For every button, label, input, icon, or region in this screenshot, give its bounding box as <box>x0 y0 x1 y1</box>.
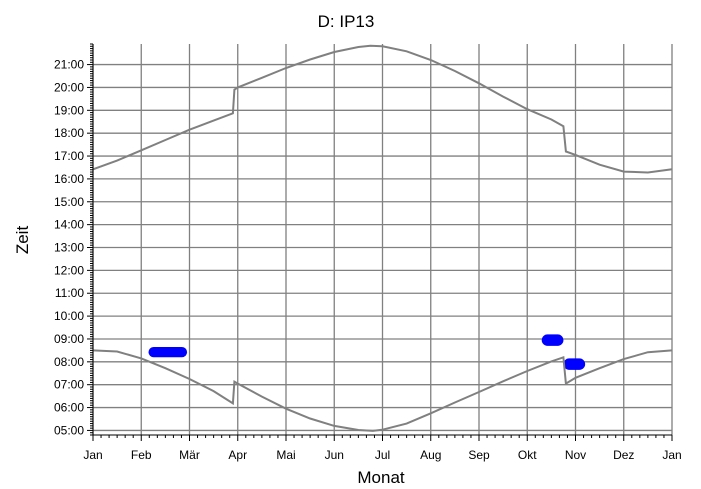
y-tick-label: 11:00 <box>55 286 84 300</box>
y-tick-label: 12:00 <box>54 263 84 277</box>
x-tick-label: Jun <box>325 448 344 462</box>
x-tick-label: Jan <box>83 448 102 462</box>
y-tick-label: 06:00 <box>54 401 84 415</box>
x-tick-label: Jan <box>662 448 681 462</box>
x-tick-label: Mai <box>276 448 295 462</box>
y-tick-label: 09:00 <box>54 332 84 346</box>
x-tick-label: Aug <box>420 448 441 462</box>
shadow-regions <box>148 334 586 370</box>
y-tick-label: 07:00 <box>54 378 84 392</box>
chart-title: D: IP13 <box>318 12 375 31</box>
series-line <box>92 349 673 432</box>
y-tick-label: 18:00 <box>54 126 84 140</box>
x-tick-label: Dez <box>613 448 634 462</box>
y-tick-label: 14:00 <box>54 218 84 232</box>
y-tick-labels: 05:00 06:00 07:00 08:00 09:00 10:00 11:00 12:00… <box>54 58 84 438</box>
y-tick-label: 16:00 <box>54 172 84 186</box>
y-tick-label: 20:00 <box>54 80 84 94</box>
x-tick-labels: Jan Feb Mär Apr Mai Jun Jul Aug Sep Okt Nov Dez Jan <box>83 448 681 462</box>
y-tick-label: 15:00 <box>54 195 84 209</box>
y-tick-label: 05:00 <box>54 423 84 437</box>
x-axis-label: Monat <box>357 468 405 487</box>
x-tick-label: Okt <box>518 448 537 462</box>
axes <box>87 43 673 441</box>
x-tick-label: Feb <box>131 448 152 462</box>
x-tick-label: Sep <box>468 448 490 462</box>
shadow-region <box>563 358 586 370</box>
sun-curves <box>92 44 673 432</box>
y-tick-label: 21:00 <box>54 58 84 72</box>
x-tick-label: Mär <box>179 448 200 462</box>
y-tick-label: 08:00 <box>54 355 84 369</box>
series-line <box>92 44 673 174</box>
shadow-region <box>148 346 188 358</box>
y-axis-label: Zeit <box>13 226 32 255</box>
y-tick-label: 17:00 <box>54 149 84 163</box>
y-tick-label: 19:00 <box>54 103 84 117</box>
x-tick-label: Nov <box>565 448 586 462</box>
grid <box>92 44 673 435</box>
y-tick-label: 10:00 <box>54 309 84 323</box>
y-tick-label: 13:00 <box>54 241 84 255</box>
shadow-region <box>541 334 564 346</box>
x-tick-label: Apr <box>228 448 247 462</box>
x-tick-label: Jul <box>375 448 390 462</box>
